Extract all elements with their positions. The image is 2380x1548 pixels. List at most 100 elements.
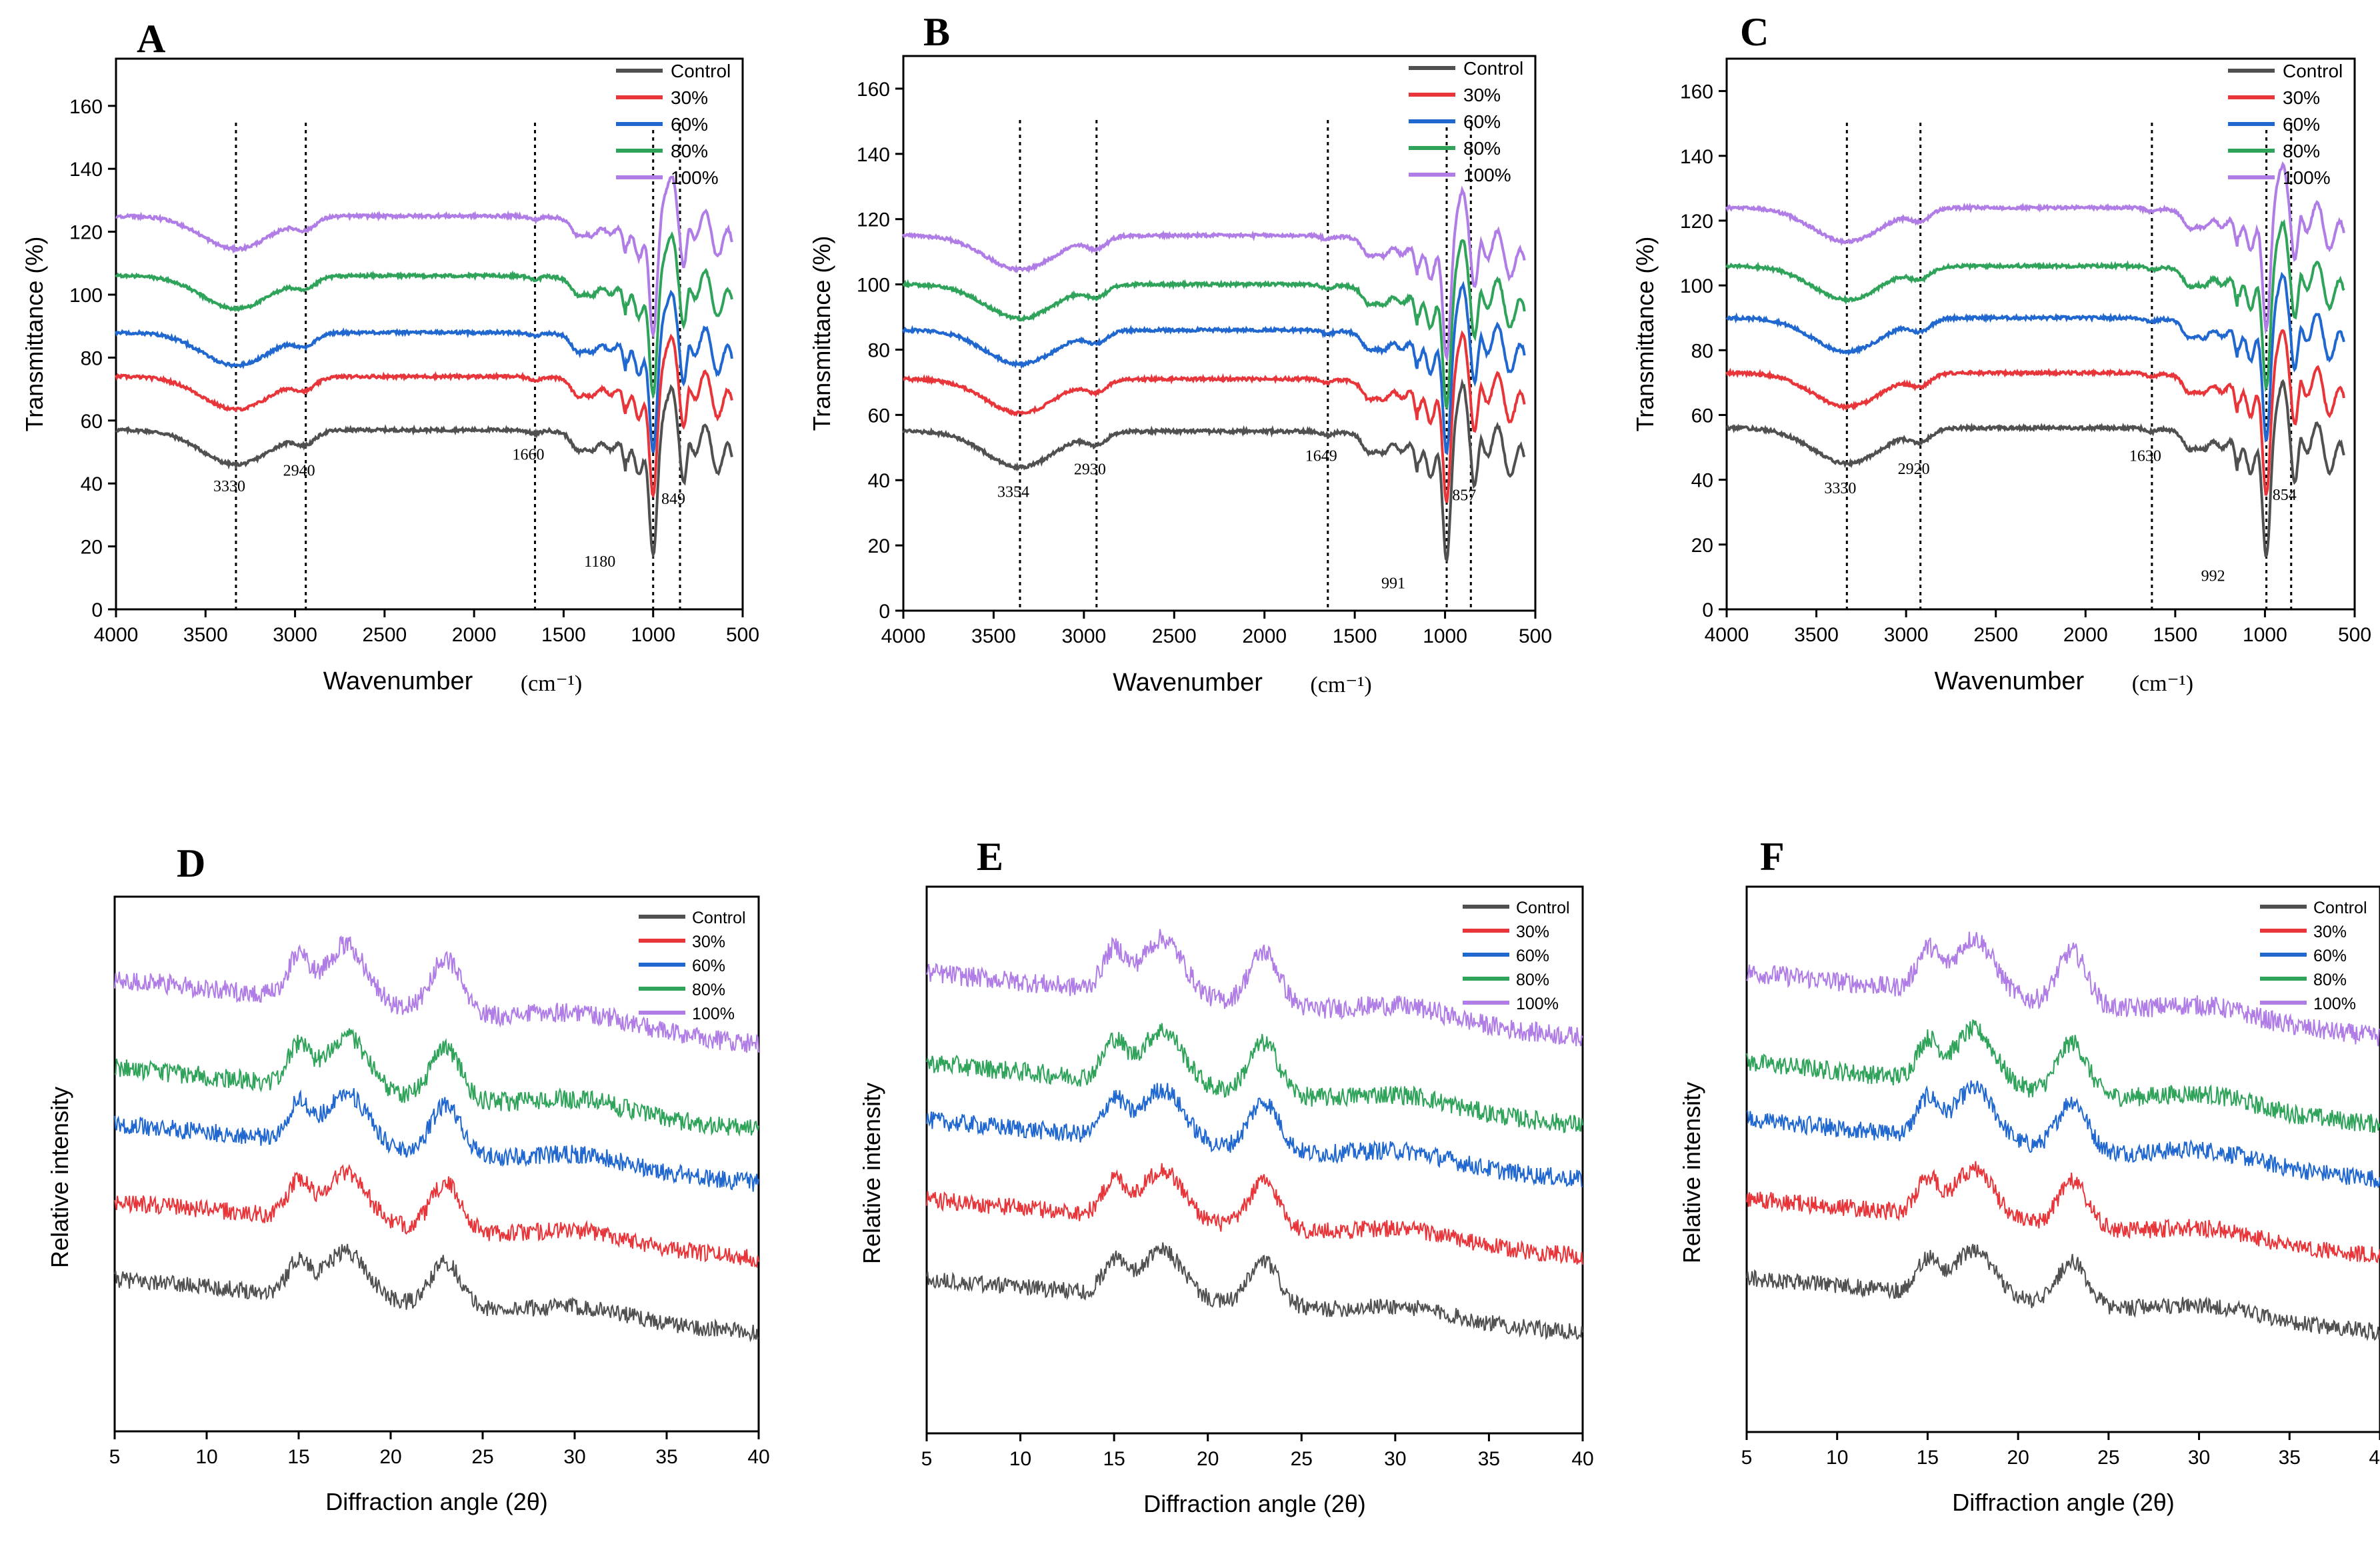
y-tick-label: 20 [81, 537, 103, 559]
x-tick-label: 1500 [541, 624, 586, 646]
plot-frame [1725, 57, 2356, 611]
series-line-100% [1746, 931, 2380, 1047]
x-axis-unit: (cm⁻¹) [2132, 671, 2193, 696]
series-line-30% [1725, 329, 2345, 496]
panel-label-F: F [1760, 835, 1785, 879]
x-tick-label: 15 [1917, 1447, 1939, 1469]
series-line-30% [1746, 1161, 2380, 1264]
x-tick-label: 4000 [1705, 624, 1749, 646]
peak-annotation: 1649 [1305, 448, 1337, 465]
peak-annotation: 991 [1381, 575, 1405, 593]
series-line-60% [114, 1088, 759, 1192]
peak-annotation: 854 [2273, 487, 2297, 504]
y-tick-label: 0 [91, 599, 103, 621]
y-tick-label: 80 [1691, 340, 1713, 362]
series-line-60% [115, 289, 733, 453]
peak-annotation: 2920 [1898, 461, 1930, 478]
peak-annotation: 2940 [283, 462, 315, 479]
legend-label: 80% [1516, 971, 1549, 989]
legend-label: 100% [671, 167, 719, 188]
series-line-60% [902, 281, 1526, 455]
peak-annotation: 857 [1452, 487, 1476, 504]
y-tick-label: 120 [1680, 211, 1713, 233]
x-tick-label: 2000 [2063, 624, 2108, 646]
panel-label-A: A [137, 17, 165, 61]
y-tick-label: 140 [1680, 146, 1713, 168]
panel-label-C: C [1740, 10, 1769, 54]
x-tick-label: 25 [2097, 1447, 2119, 1469]
peak-annotation: 1660 [512, 447, 544, 464]
x-tick-label: 2000 [452, 624, 497, 646]
x-tick-label: 3500 [1794, 624, 1839, 646]
legend-label: Control [2313, 899, 2367, 917]
x-tick-label: 3000 [273, 624, 317, 646]
legend-label: 30% [692, 933, 725, 951]
x-axis-unit: (cm⁻¹) [1310, 673, 1371, 697]
legend-label: 30% [671, 87, 708, 108]
y-tick-label: 160 [857, 79, 890, 101]
ftir-panel-A: 0 20 40 60 80 100 120 140 160 4000 3500 3000 2500 200… [21, 57, 759, 696]
y-tick-label: 60 [868, 405, 890, 427]
x-tick-label: 2000 [1242, 625, 1287, 647]
legend-label: 60% [1516, 947, 1549, 965]
x-tick-label: 3000 [1884, 624, 1929, 646]
legend-label: 80% [671, 141, 708, 161]
series-line-Control [114, 1243, 759, 1343]
series-line-60% [1725, 271, 2345, 443]
x-tick-label: 40 [747, 1446, 769, 1468]
y-tick-label: 20 [868, 535, 890, 557]
y-tick-label: 120 [857, 209, 890, 231]
series-line-30% [114, 1163, 759, 1269]
y-tick-label: 160 [69, 96, 103, 118]
x-tick-label: 40 [2369, 1447, 2380, 1469]
plot-frame [902, 55, 1537, 612]
y-tick-label: 80 [81, 347, 103, 369]
series-line-100% [114, 935, 759, 1053]
legend-label: 80% [692, 981, 725, 999]
x-tick-label: 2500 [362, 624, 407, 646]
legend-label: 100% [1463, 165, 1511, 185]
series-line-100% [926, 929, 1583, 1047]
x-tick-label: 3500 [971, 625, 1016, 647]
series-line-60% [1746, 1080, 2380, 1189]
x-tick-label: 4000 [94, 624, 139, 646]
x-tick-label: 500 [2338, 624, 2371, 646]
series-line-Control [926, 1242, 1583, 1341]
x-tick-label: 30 [1384, 1448, 1406, 1470]
y-axis-label: Relative intensity [1678, 1082, 1705, 1263]
legend-label: Control [692, 909, 746, 927]
series-line-Control [902, 378, 1526, 563]
peak-annotation: 849 [661, 491, 685, 508]
series-line-80% [1746, 1019, 2380, 1133]
x-tick-label: 500 [726, 624, 759, 646]
panel-label-E: E [977, 835, 1003, 879]
x-tick-label: 5 [921, 1448, 933, 1470]
y-axis-label: Relative intensity [858, 1083, 885, 1264]
legend-label: Control [671, 61, 731, 81]
x-tick-label: 10 [195, 1446, 217, 1468]
y-tick-label: 40 [81, 473, 103, 495]
x-tick-label: 15 [1103, 1448, 1125, 1470]
x-tick-label: 1000 [2243, 624, 2287, 646]
xrd-panel-E: 5 10 15 20 25 30 35 40 Relative intensity Diffrac… [858, 885, 1594, 1517]
peak-annotation: 3330 [1824, 480, 1856, 497]
legend-label: Control [1463, 58, 1523, 79]
legend-label: 100% [2283, 167, 2331, 188]
y-tick-label: 60 [1691, 405, 1713, 427]
x-tick-label: 3500 [183, 624, 228, 646]
y-tick-label: 100 [1680, 275, 1713, 297]
legend-label: 80% [2313, 971, 2347, 989]
series-line-80% [115, 231, 733, 400]
ftir-panel-B: 0 20 40 60 80 100 120 140 160 4000 3500 3000 2500 200… [808, 55, 1552, 697]
y-tick-label: 100 [857, 275, 890, 297]
y-tick-label: 120 [69, 222, 103, 244]
legend-label: 60% [1463, 111, 1501, 132]
y-tick-label: 160 [1680, 81, 1713, 103]
peak-annotation: 1630 [2129, 448, 2161, 465]
legend-label: 100% [692, 1005, 735, 1023]
x-tick-label: 15 [287, 1446, 309, 1468]
x-axis-label: Wavenumber [1935, 667, 2085, 695]
series-line-100% [115, 175, 733, 339]
y-tick-label: 40 [868, 470, 890, 492]
